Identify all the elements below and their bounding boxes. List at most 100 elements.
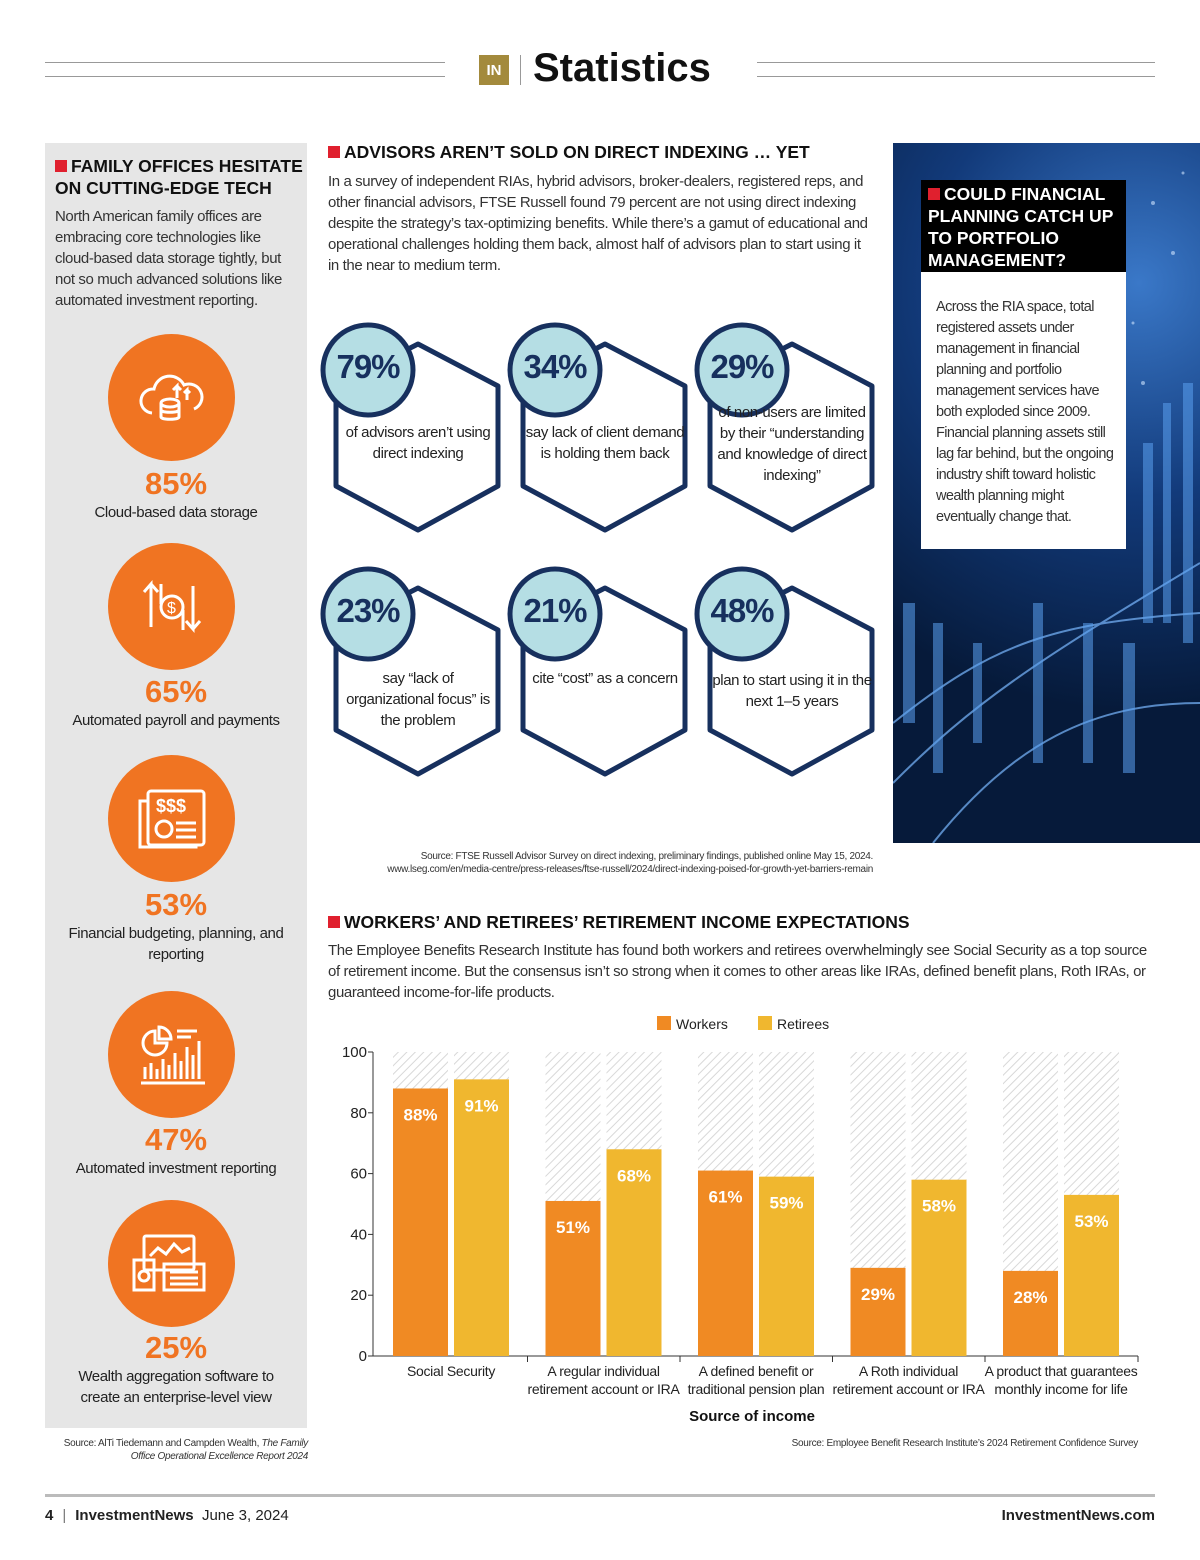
- y-tick-label: 0: [359, 1348, 367, 1365]
- direct-indexing-title: ADVISORS AREN’T SOLD ON DIRECT INDEXING …: [328, 141, 888, 163]
- footer-site: InvestmentNews.com: [1001, 1507, 1155, 1524]
- stat-hexagon: 79% of advisors aren’t using direct index…: [318, 322, 508, 542]
- divider: [520, 55, 521, 85]
- stat-value: 65%: [144, 674, 208, 709]
- retirement-source: Source: Employee Benefit Research Instit…: [791, 1438, 1139, 1449]
- direct-indexing-body: In a survey of independent RIAs, hybrid …: [328, 173, 868, 274]
- y-tick-label: 100: [342, 1044, 367, 1061]
- hexagon-shape: [507, 322, 688, 533]
- stat-value: 29%: [710, 348, 774, 385]
- data-label: 59%: [769, 1194, 803, 1213]
- family-offices-title: FAMILY OFFICES HESITATE ON CUTTING-EDGE …: [55, 155, 307, 199]
- source-text: Source: FTSE Russell Advisor Survey on d…: [420, 851, 874, 862]
- stat-value: 25%: [144, 1330, 208, 1365]
- y-tick-label: 40: [350, 1226, 367, 1243]
- bar-workers: [545, 1200, 601, 1356]
- hexagon-shape: [694, 566, 875, 777]
- stat-value: 21%: [523, 592, 587, 629]
- stat-label: Financial budgeting, planning, and repor…: [68, 925, 284, 963]
- data-label: 51%: [556, 1218, 590, 1237]
- stat-label: Automated investment reporting: [75, 1160, 277, 1177]
- stat-text: say lack of client demand is holding the…: [525, 424, 685, 462]
- category-label: A Roth individual: [859, 1363, 958, 1379]
- stat-value: 48%: [710, 592, 774, 629]
- category-label: monthly income for life: [994, 1381, 1128, 1397]
- stat-value: 53%: [144, 887, 208, 922]
- y-tick-label: 20: [350, 1287, 367, 1304]
- stat-hexagon: 23% say “lack of organizational focus” is…: [318, 566, 508, 786]
- source-text: Source: AlTi Tiedemann and Campden Wealt…: [63, 1438, 262, 1449]
- header-rule: [757, 62, 1155, 63]
- red-square-icon: [328, 916, 340, 928]
- retirement-body: The Employee Benefits Research Institute…: [328, 942, 1147, 1001]
- stat-value: 85%: [144, 466, 208, 501]
- data-label: 68%: [617, 1166, 651, 1185]
- dollar-exchange-icon: $: [108, 543, 235, 670]
- family-offices-body: North American family offices are embrac…: [55, 208, 282, 309]
- stat-label: Cloud-based data storage: [94, 504, 258, 521]
- analytics-chart-icon: [108, 991, 235, 1118]
- category-label: retirement account or IRA: [832, 1381, 985, 1397]
- stat-value: 34%: [523, 348, 587, 385]
- hexagon-shape: [694, 322, 875, 533]
- red-square-icon: [328, 146, 340, 158]
- stat-text: of advisors aren’t using direct indexing: [345, 424, 491, 462]
- issue-date: June 3, 2024: [201, 1507, 289, 1524]
- in-logo: IN: [479, 55, 509, 85]
- stat-value: 79%: [336, 348, 400, 385]
- category-label: A regular individual: [547, 1363, 659, 1379]
- divider: |: [62, 1507, 67, 1524]
- stat-text: cite “cost” as a concern: [532, 670, 678, 687]
- bar-workers: [393, 1088, 448, 1356]
- stat-label: Wealth aggregation software to create an…: [78, 1368, 274, 1406]
- stat-value: 23%: [336, 592, 400, 629]
- stat-text: say “lack of organizational focus” is th…: [346, 670, 490, 729]
- financial-planning-title-text: COULD FINANCIAL PLANNING CATCH UP TO POR…: [928, 184, 1114, 270]
- family-offices-title-text: FAMILY OFFICES HESITATE ON CUTTING-EDGE …: [55, 156, 303, 198]
- hexagon-shape: [320, 566, 501, 777]
- x-axis-title: Source of income: [689, 1408, 815, 1425]
- data-label: 53%: [1074, 1212, 1108, 1231]
- data-label: 29%: [861, 1285, 895, 1304]
- red-square-icon: [55, 160, 67, 172]
- bar-workers: [698, 1170, 753, 1356]
- data-label: 61%: [708, 1188, 742, 1207]
- bar-retirees: [606, 1149, 662, 1356]
- bar-retirees: [911, 1179, 967, 1356]
- red-square-icon: [928, 188, 940, 200]
- category-label: traditional pension plan: [688, 1381, 825, 1397]
- data-label: 88%: [403, 1105, 437, 1124]
- stat-hexagon: 48% plan to start using it in the next 1–…: [692, 566, 882, 786]
- data-label: 91%: [464, 1096, 498, 1115]
- legend-label: Retirees: [777, 1016, 829, 1032]
- source-url: www.lseg.com/en/media-centre/press-relea…: [387, 864, 873, 875]
- retirement-title-text: WORKERS’ AND RETIREES’ RETIREMENT INCOME…: [344, 912, 910, 932]
- svg-text:$$$: $$$: [156, 796, 186, 816]
- header-rule: [45, 76, 445, 77]
- category-label: retirement account or IRA: [527, 1381, 680, 1397]
- category-label: Social Security: [407, 1363, 495, 1379]
- y-tick-label: 60: [350, 1166, 367, 1183]
- retirement-title: WORKERS’ AND RETIREES’ RETIREMENT INCOME…: [328, 911, 1128, 933]
- source-title: The Family Office Operational Excellence…: [130, 1438, 309, 1462]
- budget-report-icon: $$$: [108, 755, 235, 882]
- bar-workers: [1003, 1270, 1058, 1356]
- cloud-database-icon: [108, 334, 235, 461]
- svg-text:$: $: [167, 600, 176, 617]
- devices-dashboard-icon: [108, 1200, 235, 1327]
- retirement-income-chart: 0 20 40 60 80 100 Workers Retirees 88% 91% Social …: [342, 1016, 1139, 1425]
- stat-text: plan to start using it in the next 1–5 y…: [712, 672, 872, 710]
- bar-retirees: [759, 1176, 814, 1356]
- header-rule: [757, 76, 1155, 77]
- page-number: 4: [45, 1507, 54, 1524]
- page-title: Statistics: [533, 46, 711, 90]
- footer-rule: [45, 1494, 1155, 1497]
- financial-planning-body: Across the RIA space, total registered a…: [936, 299, 1114, 525]
- category-label: A defined benefit or: [699, 1363, 814, 1379]
- brand-name: InvestmentNews: [75, 1507, 194, 1524]
- direct-indexing-source: Source: FTSE Russell Advisor Survey on d…: [330, 850, 873, 876]
- legend-swatch: [657, 1016, 671, 1030]
- legend-label: Workers: [676, 1016, 728, 1032]
- stat-hexagon: 29% of non-users are limited by their “un…: [692, 322, 882, 542]
- bar-retirees: [454, 1079, 509, 1356]
